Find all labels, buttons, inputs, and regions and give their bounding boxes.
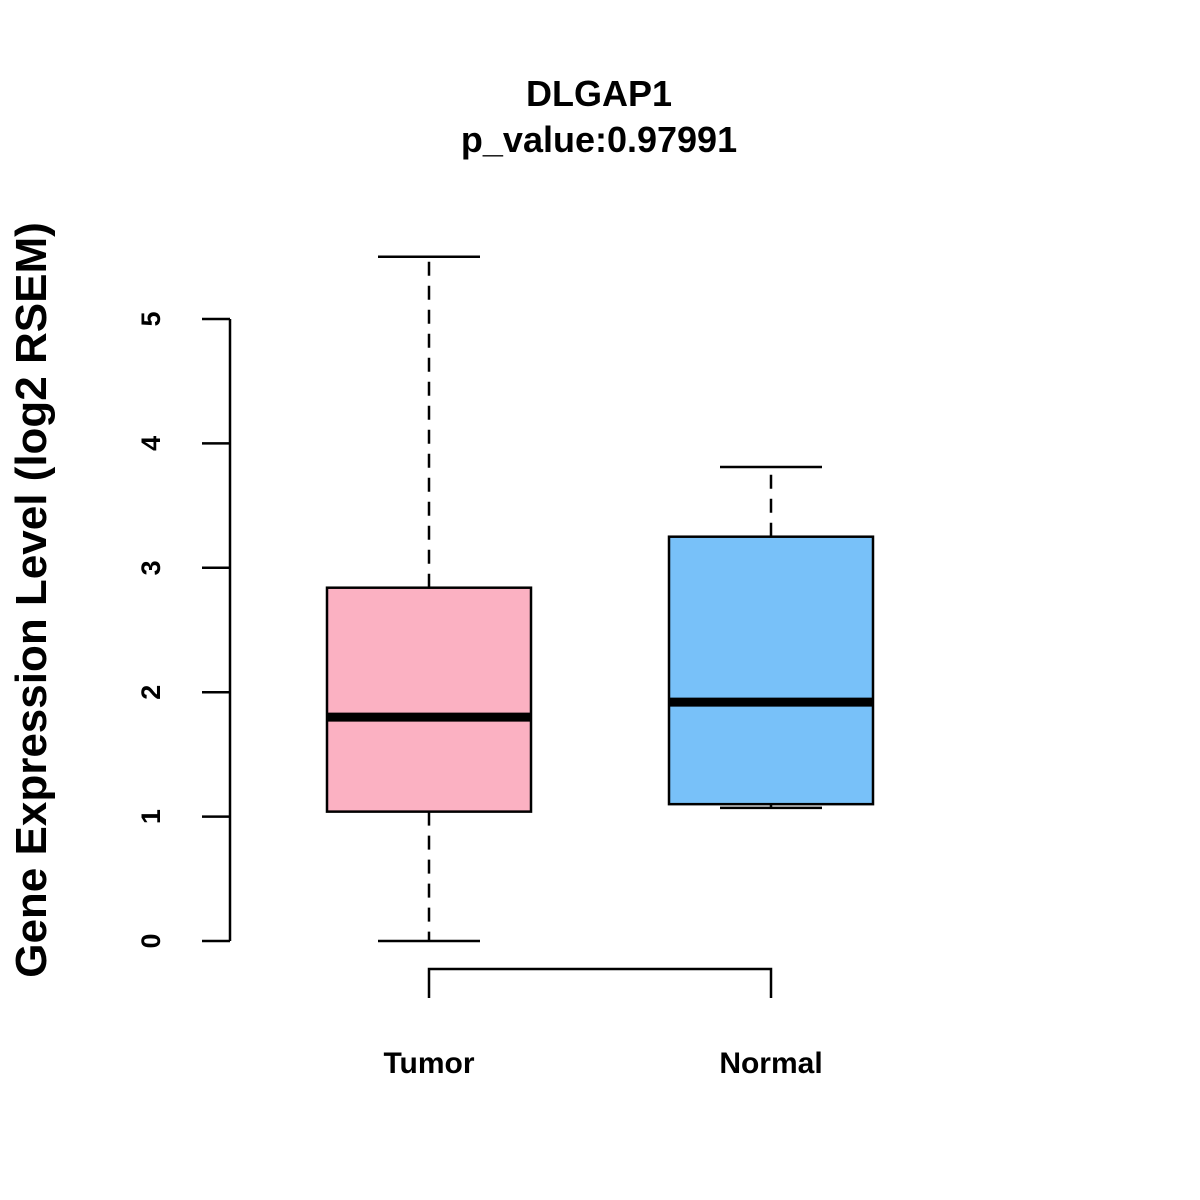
iqr-box: [667, 535, 875, 806]
bracket-line: [427, 967, 773, 998]
y-tick-label: 1: [136, 809, 166, 824]
comparison-bracket: [427, 967, 773, 998]
boxes-group: [325, 255, 875, 943]
category-label-tumor: Tumor: [383, 1047, 474, 1080]
y-tick-label: 3: [136, 560, 166, 575]
y-tick-label: 2: [136, 685, 166, 700]
iqr-box: [325, 586, 533, 813]
box-tumor: [325, 255, 533, 943]
y-tick-label: 5: [136, 311, 166, 326]
category-labels: Tumor Normal: [383, 1047, 822, 1080]
y-tick-label: 4: [136, 436, 166, 451]
y-axis: 0 1 2 3 4 5: [136, 311, 232, 949]
chart-subtitle: p_value:0.97991: [461, 119, 737, 160]
y-tick-label: 0: [136, 933, 166, 948]
box-normal: [667, 465, 875, 810]
chart-title: DLGAP1: [526, 73, 672, 114]
y-axis-label: Gene Expression Level (log2 RSEM): [7, 222, 56, 978]
category-label-normal: Normal: [719, 1047, 822, 1080]
